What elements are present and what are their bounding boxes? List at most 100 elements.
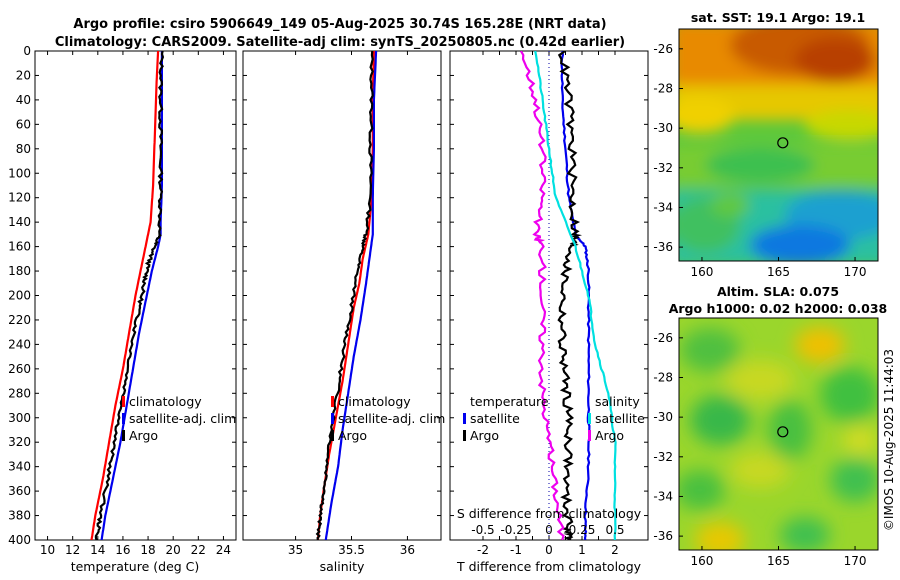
- salinity-ticks: 35 35.5 36: [288, 51, 415, 557]
- sla-subtitle: Argo h1000: 0.02 h2000: 0.038: [669, 301, 888, 316]
- legend-swatch-argo: [331, 430, 334, 441]
- x-tick-label: 12: [65, 543, 80, 557]
- legend-t-satellite: satellite: [470, 411, 520, 426]
- map-y-label: -28: [653, 370, 673, 384]
- difference-legend: temperature satellite Argo salinity sate…: [463, 394, 645, 443]
- salinity-lines: [315, 51, 378, 540]
- sla-map: [679, 318, 878, 550]
- x-tick-label: 16: [115, 543, 130, 557]
- depth-tick-label: 280: [8, 386, 31, 400]
- depth-tick-label: 200: [8, 289, 31, 303]
- map-y-label: -34: [653, 200, 673, 214]
- depth-tick-label: 180: [8, 264, 31, 278]
- map-y-label: -26: [653, 42, 673, 56]
- legend-swatch-satellite: [122, 413, 125, 424]
- sst-title: sat. SST: 19.1 Argo: 19.1: [691, 10, 865, 25]
- depth-tick-label: 0: [23, 44, 31, 58]
- map-x-label: 160: [691, 554, 714, 568]
- title-line-2: Climatology: CARS2009. Satellite-adj cli…: [55, 35, 625, 50]
- series-argo: [94, 51, 165, 540]
- series-argo: [315, 51, 374, 540]
- temperature-legend: climatology satellite-adj. clim Argo: [122, 394, 236, 443]
- legend-swatch-s-satellite: [588, 413, 591, 424]
- x-tick-label: 18: [140, 543, 155, 557]
- difference-lines: [519, 51, 617, 540]
- salinity-xlabel: salinity: [320, 559, 365, 574]
- x-tick-label: 36: [400, 543, 415, 557]
- map-y-label: -26: [653, 331, 673, 345]
- map-y-label: -32: [653, 450, 673, 464]
- x-tick-label: 10: [40, 543, 55, 557]
- depth-tick-label: 320: [8, 435, 31, 449]
- legend-satellite: satellite-adj. clim: [338, 411, 445, 426]
- credit-text: ©IMOS 10-Aug-2025 11:44:03: [882, 349, 896, 531]
- depth-tick-label: 120: [8, 191, 31, 205]
- depth-tick-label: 20: [16, 68, 31, 82]
- legend-swatch-climatology: [122, 396, 125, 407]
- x-tick-label: 2: [611, 543, 619, 557]
- series-s-satellite: [534, 51, 617, 540]
- temperature-lines: [90, 51, 165, 540]
- s-tick-label: -0.5: [471, 523, 494, 537]
- legend-swatch-satellite: [331, 413, 334, 424]
- depth-tick-label: 140: [8, 215, 31, 229]
- depth-tick-label: 260: [8, 362, 31, 376]
- map-x-label: 165: [767, 265, 790, 279]
- x-tick-label: 20: [166, 543, 181, 557]
- map-y-label: -36: [653, 240, 673, 254]
- map-x-label: 160: [691, 265, 714, 279]
- series-satellite-adj-clim: [100, 51, 163, 540]
- series-t-argo: [557, 51, 583, 540]
- x-tick-label: 14: [90, 543, 105, 557]
- map-x-label: 170: [844, 554, 867, 568]
- sla-title: Altim. SLA: 0.075: [717, 284, 839, 299]
- s-tick-label: 0: [545, 523, 553, 537]
- legend-swatch-t-satellite: [463, 413, 466, 424]
- x-tick-label: 35: [288, 543, 303, 557]
- map-y-label: -34: [653, 489, 673, 503]
- series-t-satellite: [560, 51, 591, 540]
- sst-argo-marker: [777, 137, 789, 149]
- sla-argo-marker: [777, 426, 789, 438]
- x-tick-label: 35.5: [338, 543, 365, 557]
- s-diff-ticks: -0.5 -0.25 0 0.25 0.5: [471, 523, 624, 537]
- legend-satellite: satellite-adj. clim: [129, 411, 236, 426]
- map-y-label: -36: [653, 529, 673, 543]
- x-tick-label: 1: [578, 543, 586, 557]
- difference-ticks: -2 -1 0 1 2: [477, 51, 619, 557]
- legend-swatch-s-argo: [588, 430, 591, 441]
- depth-tick-label: 160: [8, 240, 31, 254]
- map-y-label: -28: [653, 81, 673, 95]
- legend-t-argo: Argo: [470, 428, 499, 443]
- sst-map: [679, 29, 878, 261]
- legend-climatology: climatology: [338, 394, 411, 409]
- legend-argo: Argo: [338, 428, 367, 443]
- depth-tick-label: 380: [8, 509, 31, 523]
- temperature-ticks: 10 12 14 16 18 20 22 24: [40, 51, 231, 557]
- sst-ticks: 160 165 170 -26 -28 -30 -32 -34 -36: [653, 42, 866, 279]
- depth-tick-label: 220: [8, 313, 31, 327]
- s-tick-label: -0.25: [500, 523, 531, 537]
- s-tick-label: 0.25: [569, 523, 596, 537]
- x-tick-label: -1: [510, 543, 522, 557]
- x-tick-label: 22: [191, 543, 206, 557]
- x-tick-label: 24: [216, 543, 231, 557]
- legend-swatch-climatology: [331, 396, 334, 407]
- x-tick-label: 0: [545, 543, 553, 557]
- legend-salinity: salinity: [595, 394, 640, 409]
- legend-climatology: climatology: [129, 394, 202, 409]
- s-tick-label: 0.5: [605, 523, 624, 537]
- depth-ticks: 0 20 40 60 80 100 120 140 160 180 200 220 240 260 280 3…: [8, 44, 648, 547]
- t-diff-xlabel: T difference from climatology: [456, 559, 642, 574]
- depth-tick-label: 360: [8, 484, 31, 498]
- depth-tick-label: 240: [8, 337, 31, 351]
- legend-s-argo: Argo: [595, 428, 624, 443]
- depth-tick-label: 40: [16, 93, 31, 107]
- depth-tick-label: 400: [8, 533, 31, 547]
- depth-tick-label: 100: [8, 166, 31, 180]
- series-climatology: [90, 51, 160, 540]
- x-tick-label: -2: [477, 543, 489, 557]
- legend-swatch-argo: [122, 430, 125, 441]
- map-y-label: -32: [653, 161, 673, 175]
